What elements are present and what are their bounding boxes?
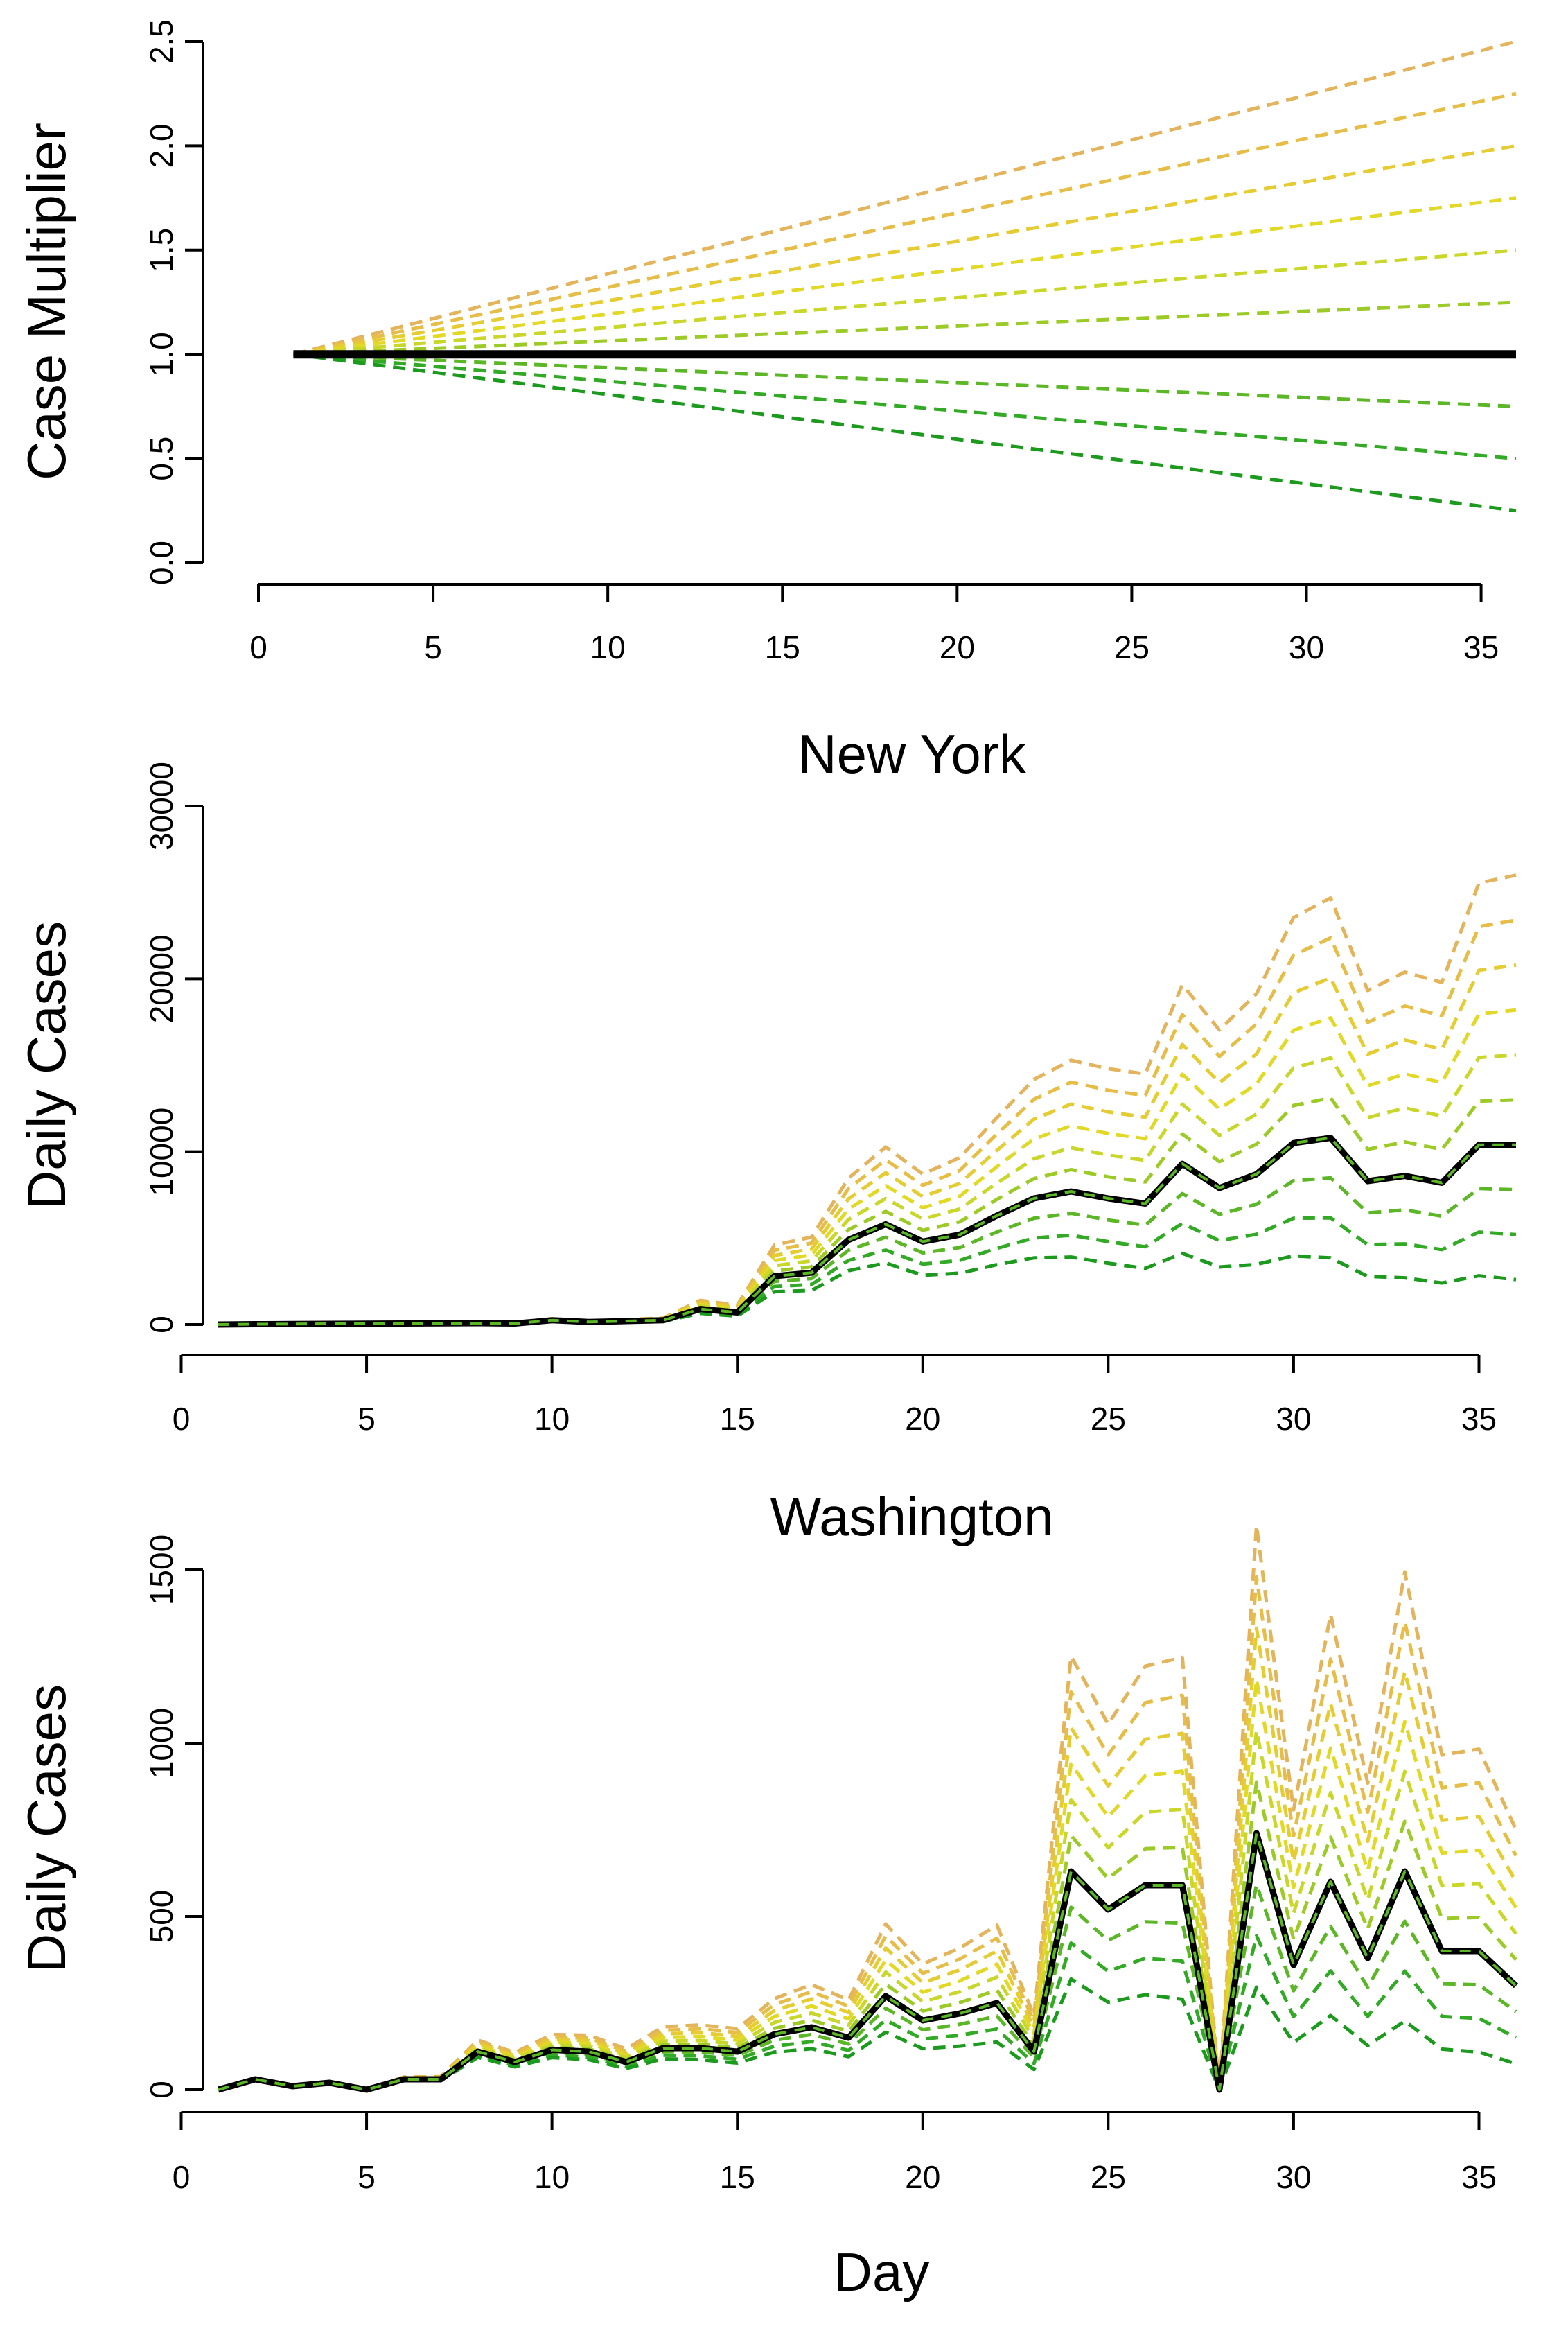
- y-tick-label: 10000: [143, 1108, 179, 1196]
- new-york-panel: New York 0 5 10 15 20 25 30 350100002000030000 …: [16, 724, 1517, 1437]
- observed-cases-overlay: [218, 1136, 1516, 1326]
- scenario-projection-line: [218, 1096, 1517, 1327]
- washington-panel-title: Washington: [770, 1486, 1053, 1547]
- x-tick-label: 30: [1289, 629, 1324, 665]
- x-tick-label: 25: [1091, 2159, 1126, 2195]
- scenario-projection-line: [218, 1780, 1517, 2092]
- scenario-projection-line: [218, 1934, 1517, 2092]
- x-tick-label: 30: [1276, 2159, 1311, 2195]
- y-tick-label: 0: [143, 1316, 179, 1334]
- y-tick-label: 0.0: [143, 541, 179, 585]
- x-tick-label: 5: [424, 629, 442, 665]
- multiplier-scenario-line: [293, 352, 1517, 408]
- multiplier-y-axis-title: Case Multiplier: [16, 123, 77, 480]
- multiplier-scenario-line: [292, 91, 1517, 356]
- scenario-projection-line: [218, 1176, 1517, 1327]
- multiplier-axes: 0 5 10 15 20 25 30 35 0.0 0.5 1.0 1.5 2.0 2.5: [143, 19, 1499, 665]
- x-tick-label: 0: [173, 2159, 191, 2195]
- x-tick-label: 30: [1276, 1401, 1311, 1437]
- new-york-axes: 0 5 10 15 20 25 30 35 0 10000 20000 30000: [143, 762, 1497, 1437]
- y-tick-label: 1.0: [143, 332, 179, 376]
- scenario-projection-line: [218, 1008, 1517, 1327]
- multiplier-scenario-line: [292, 143, 1517, 356]
- x-tick-label: 25: [1091, 1401, 1126, 1437]
- washington-panel: Washington 0 5 10 15 20 25 30 35 0 500 1000 1500 Da…: [16, 1486, 1519, 2302]
- scenario-projection-line: [218, 963, 1517, 1327]
- scenario-projection-line: [218, 1053, 1517, 1327]
- observed-cases-overlay: [218, 1832, 1517, 2091]
- y-tick-label: 500: [143, 1890, 179, 1943]
- new-york-scenario-lines: [218, 873, 1517, 1327]
- new-york-panel-title: New York: [798, 724, 1027, 785]
- washington-observed-cases-line: [217, 1830, 1519, 2093]
- x-tick-label: 5: [358, 1401, 376, 1437]
- x-tick-label: 15: [765, 629, 800, 665]
- x-tick-label: 20: [905, 1401, 940, 1437]
- x-tick-label: 15: [720, 1401, 755, 1437]
- x-tick-label: 25: [1114, 629, 1149, 665]
- y-tick-label: 30000: [143, 762, 179, 850]
- y-tick-label: 0.5: [143, 437, 179, 481]
- multiplier-scenario-lines: [292, 40, 1517, 513]
- case-multiplier-panel: 0 5 10 15 20 25 30 35 0.0 0.5 1.0 1.5 2.0 2.5 Case Mu…: [16, 19, 1517, 665]
- y-tick-label: 2.5: [143, 19, 179, 64]
- x-tick-label: 10: [534, 1401, 570, 1437]
- x-tick-label: 0: [249, 629, 267, 665]
- new-york-y-axis-title: Daily Cases: [16, 921, 77, 1209]
- scenario-projection-line: [218, 1251, 1517, 1327]
- multiplier-scenario-line: [293, 196, 1517, 356]
- y-tick-label: 0: [143, 2081, 179, 2099]
- y-tick-label: 1500: [143, 1535, 179, 1605]
- x-tick-label: 10: [590, 629, 626, 665]
- multiplier-scenario-line: [293, 352, 1517, 461]
- y-tick-label: 1000: [143, 1708, 179, 1779]
- scenario-projection-line: [218, 1977, 1517, 2092]
- x-tick-label: 35: [1463, 629, 1499, 665]
- y-tick-label: 2.0: [143, 123, 179, 168]
- multiplier-scenario-line: [293, 300, 1517, 356]
- scenario-projection-line: [218, 873, 1517, 1327]
- x-tick-label: 5: [358, 2159, 376, 2195]
- x-tick-label: 0: [173, 1401, 191, 1437]
- multiplier-scenario-line: [293, 248, 1517, 356]
- y-tick-label: 1.5: [143, 228, 179, 272]
- multiplier-scenario-line: [292, 40, 1517, 356]
- washington-y-axis-title: Daily Cases: [16, 1684, 77, 1973]
- y-tick-label: 20000: [143, 934, 179, 1023]
- scenario-projection-line: [218, 1729, 1518, 2092]
- x-tick-label: 20: [905, 2159, 940, 2195]
- x-tick-label: 35: [1461, 1401, 1497, 1437]
- washington-x-axis-title: Day: [834, 2241, 930, 2302]
- washington-axes: 0 5 10 15 20 25 30 35 0 500 1000 1500: [143, 1535, 1497, 2195]
- scenario-projection-line: [218, 1216, 1517, 1327]
- x-tick-label: 10: [534, 2159, 570, 2195]
- x-tick-label: 15: [720, 2159, 755, 2195]
- multiplier-scenario-line: [293, 352, 1517, 513]
- x-tick-label: 20: [940, 629, 975, 665]
- new-york-observed-cases-line: [218, 1135, 1516, 1328]
- x-tick-label: 35: [1461, 2159, 1497, 2195]
